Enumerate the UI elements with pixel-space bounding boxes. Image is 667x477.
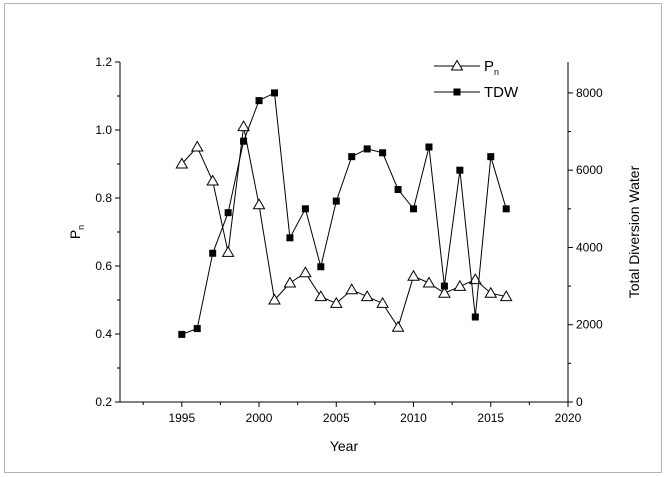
svg-text:Pn: Pn — [67, 225, 86, 239]
legend-square-marker — [453, 88, 461, 96]
x-tick-label: 2015 — [477, 411, 504, 425]
tdw-point — [317, 263, 325, 271]
tdw-point — [471, 313, 479, 321]
tdw-point — [270, 89, 278, 97]
pn-point — [391, 320, 405, 332]
right-y-tick-label: 4000 — [576, 240, 603, 254]
pn-point — [360, 290, 374, 302]
pn-point — [484, 286, 498, 298]
x-tick-label: 2005 — [323, 411, 350, 425]
left-y-tick-label: 0.4 — [95, 327, 112, 341]
tdw-point — [487, 153, 495, 161]
tdw-point — [440, 282, 448, 290]
x-axis-ticks: 1995 2000 2005 2010 2015 2020 — [142, 402, 582, 425]
legend-entry-pn: Pn — [434, 58, 499, 77]
x-axis-title: Year — [330, 438, 359, 454]
pn-point — [329, 296, 343, 308]
tdw-point — [379, 149, 387, 157]
tdw-point — [348, 153, 356, 161]
pn-point — [438, 286, 451, 298]
tdw-point — [394, 186, 402, 193]
left-y-axis-title: Pn — [67, 225, 86, 239]
plot-area — [119, 62, 569, 403]
x-tick-label: 2000 — [246, 411, 273, 425]
tdw-point — [332, 197, 340, 205]
pn-point — [221, 245, 235, 257]
legend: Pn TDW — [434, 58, 519, 101]
tdw-point — [410, 205, 418, 213]
tdw-point — [209, 249, 217, 257]
right-y-tick-label: 8000 — [576, 86, 603, 100]
pn-point — [237, 120, 250, 132]
pn-point — [499, 290, 513, 302]
tdw-point — [224, 209, 232, 217]
legend-entry-tdw: TDW — [434, 84, 519, 101]
tdw-point — [240, 137, 248, 145]
series-layer — [175, 89, 513, 338]
pn-point — [407, 269, 420, 281]
left-y-axis-title-main: P — [67, 230, 83, 239]
series-line-tdw — [181, 92, 507, 335]
chart-frame — [4, 3, 662, 473]
pn-point — [283, 276, 297, 288]
right-y-tick-label: 2000 — [576, 318, 603, 332]
legend-label-tdw: TDW — [484, 84, 519, 101]
left-y-tick-label: 0.6 — [95, 259, 112, 273]
series-line-pn — [181, 126, 507, 329]
legend-triangle-marker — [450, 59, 464, 71]
pn-point — [468, 273, 482, 285]
x-tick-label: 2020 — [555, 411, 582, 425]
tdw-point — [363, 145, 371, 153]
svg-text:Pn: Pn — [484, 58, 499, 77]
tdw-point — [425, 143, 433, 151]
left-y-axis-ticks: 0.2 0.4 0.6 0.8 1.0 1.2 — [95, 55, 120, 409]
pn-point — [314, 290, 328, 302]
pn-point — [422, 276, 436, 288]
right-y-axis-ticks: 0 2000 4000 6000 8000 — [568, 86, 603, 409]
left-y-axis-title-sub: n — [76, 225, 86, 230]
legend-label-pn-sub: n — [494, 67, 499, 77]
pn-point — [345, 283, 359, 295]
pn-point — [190, 140, 204, 152]
right-y-tick-label: 6000 — [576, 163, 603, 177]
legend-label-pn: P — [484, 58, 494, 75]
pn-point — [268, 293, 281, 305]
pn-point — [206, 174, 220, 186]
pn-point — [299, 266, 312, 278]
x-tick-label: 2010 — [400, 411, 427, 425]
pn-point — [252, 198, 266, 210]
tdw-point — [255, 97, 263, 105]
left-y-tick-label: 1.0 — [95, 123, 112, 137]
left-y-tick-label: 1.2 — [95, 55, 112, 69]
pn-point — [175, 157, 189, 169]
tdw-point — [286, 234, 294, 242]
right-y-axis-title: Total Diversion Water — [626, 165, 642, 298]
pn-point — [453, 279, 467, 291]
right-y-tick-label: 0 — [576, 395, 583, 409]
tdw-point — [193, 325, 201, 333]
tdw-point — [456, 166, 464, 174]
left-y-tick-label: 0.2 — [95, 395, 112, 409]
tdw-point — [301, 205, 309, 213]
pn-point — [376, 296, 389, 308]
x-tick-label: 1995 — [168, 411, 195, 425]
tdw-point — [502, 205, 510, 213]
tdw-point — [178, 330, 186, 338]
left-y-tick-label: 0.8 — [95, 191, 112, 205]
